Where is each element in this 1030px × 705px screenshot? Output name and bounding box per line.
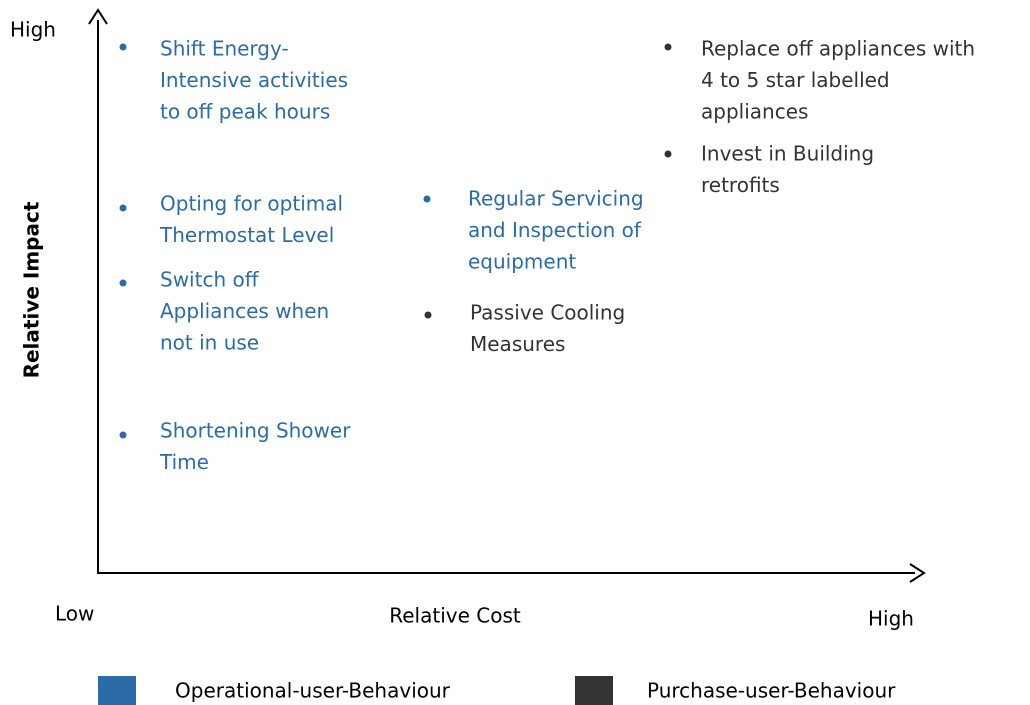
bullet (664, 150, 672, 158)
x-axis-title: Relative Cost (389, 604, 521, 628)
item-text: Passive Cooling (470, 301, 625, 325)
x-axis-arrow (909, 563, 926, 583)
item-text: to off peak hours (160, 100, 330, 124)
item-text: not in use (160, 331, 259, 355)
item-text: Replace off appliances with (701, 37, 975, 61)
legend-swatch (98, 676, 136, 705)
item-text: Time (159, 450, 209, 474)
bullet (119, 431, 127, 439)
bullet (423, 195, 431, 203)
item-text: Invest in Building (701, 142, 874, 166)
y-axis-arrow (88, 8, 108, 25)
item-text: and Inspection of (468, 218, 642, 242)
legend-label: Purchase-user-Behaviour (647, 679, 896, 703)
legend-swatch (575, 676, 613, 705)
bullet (119, 204, 127, 212)
item-text: Shift Energy- (160, 37, 289, 61)
item-text: appliances (701, 100, 808, 124)
item-text: Switch off (160, 268, 260, 292)
item-text: Regular Servicing (468, 187, 644, 211)
x-low-label: Low (55, 602, 94, 626)
legend-label: Operational-user-Behaviour (175, 679, 451, 703)
item-text: Intensive activities (160, 68, 348, 92)
y-axis-title: Relative Impact (20, 201, 44, 378)
item-text: Thermostat Level (159, 223, 334, 247)
bullet (424, 311, 432, 319)
item-text: Measures (470, 332, 565, 356)
item-text: equipment (468, 250, 576, 274)
x-high-label: High (868, 607, 914, 631)
item-text: Appliances when (160, 299, 329, 323)
item-text: retrofits (701, 173, 780, 197)
bullet (119, 279, 127, 287)
bullet (119, 43, 127, 51)
y-high-label: High (10, 18, 56, 42)
item-text: Shortening Shower (160, 419, 351, 443)
item-text: 4 to 5 star labelled (701, 68, 890, 92)
item-text: Opting for optimal (160, 192, 343, 216)
bullet (664, 43, 672, 51)
